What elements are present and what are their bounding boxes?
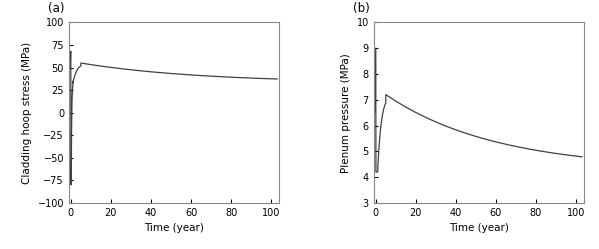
X-axis label: Time (year): Time (year) xyxy=(144,223,204,233)
Text: (b): (b) xyxy=(353,2,370,15)
Text: (a): (a) xyxy=(48,2,65,15)
X-axis label: Time (year): Time (year) xyxy=(449,223,509,233)
Y-axis label: Plenum pressure (MPa): Plenum pressure (MPa) xyxy=(341,53,351,173)
Y-axis label: Cladding hoop stress (MPa): Cladding hoop stress (MPa) xyxy=(22,42,32,184)
